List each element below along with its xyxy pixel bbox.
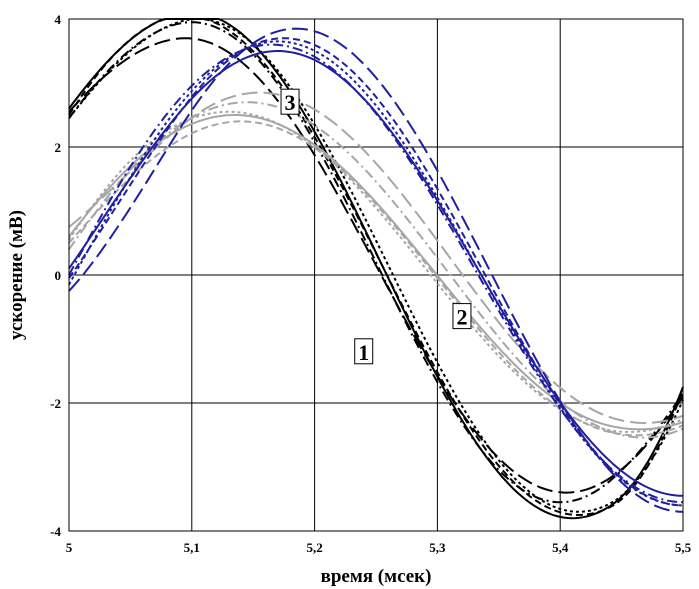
series-line-2-longdash [68, 91, 684, 425]
y-tick-label: -2 [50, 396, 61, 411]
callout-text: 2 [456, 305, 467, 330]
x-tick-label: 5 [66, 540, 73, 555]
series-line-3-longdash [68, 27, 684, 513]
y-tick-label: 2 [55, 140, 62, 155]
x-axis-ticks: 5 5,1 5,2 5,3 5,4 5,5 [66, 540, 692, 555]
series-line-3-dot [68, 40, 684, 507]
callout-box [354, 338, 374, 365]
series-callouts: 1 2 3 [280, 88, 472, 365]
callout-box [280, 88, 300, 115]
x-tick-label: 5,5 [675, 540, 692, 555]
x-tick-label: 5,3 [429, 540, 446, 555]
series-group-3 [68, 27, 684, 513]
series-line-1-longdash [68, 37, 684, 494]
series-line-1-solid [68, 18, 684, 520]
series-line-1-dashdot [68, 21, 684, 504]
series-group-1 [68, 18, 684, 520]
x-tick-label: 5,1 [184, 540, 200, 555]
series-group-2 [68, 91, 684, 439]
callout-text: 3 [285, 90, 296, 115]
series-line-1-dot [68, 18, 684, 513]
series-line-2-dot [68, 110, 684, 433]
callout-box [452, 303, 472, 330]
callout-label-2: 2 [452, 303, 472, 330]
y-axis-title: ускорение (мВ) [6, 210, 27, 340]
x-tick-label: 5,4 [552, 540, 569, 555]
chart-series-layer [68, 18, 684, 520]
y-tick-label: 4 [55, 12, 62, 27]
series-line-2-dash [68, 120, 684, 437]
series-line-3-dash [68, 37, 684, 507]
y-axis-ticks: 4 2 0 -2 -4 [50, 12, 61, 539]
y-tick-label: -4 [50, 524, 61, 539]
x-tick-label: 5,2 [306, 540, 322, 555]
series-line-3-dashdot [68, 43, 684, 504]
callout-label-3: 3 [280, 88, 300, 115]
x-axis-title: время (мсек) [321, 566, 432, 587]
series-line-2-dashdot [68, 101, 684, 439]
callout-label-1: 1 [354, 338, 374, 365]
callout-text: 1 [358, 340, 369, 365]
plot-area-frame [68, 18, 684, 532]
series-line-3-solid [68, 50, 684, 497]
y-tick-label: 0 [55, 268, 62, 283]
